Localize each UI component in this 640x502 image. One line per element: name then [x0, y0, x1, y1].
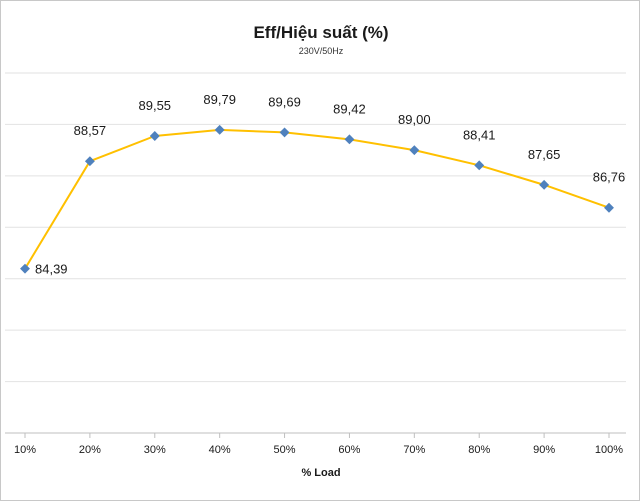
data-label: 84,39	[35, 262, 68, 277]
x-tick-label: 90%	[533, 444, 555, 456]
series-line	[24, 128, 610, 270]
data-point	[344, 134, 355, 145]
data-point	[214, 124, 225, 135]
x-tick-label: 30%	[144, 444, 166, 456]
data-point	[474, 160, 485, 171]
x-tick-label: 50%	[274, 444, 296, 456]
data-label: 88,57	[74, 123, 107, 138]
data-point	[409, 145, 420, 156]
data-label: 89,42	[333, 101, 366, 116]
x-tick-label: 60%	[338, 444, 360, 456]
data-point	[84, 156, 95, 167]
data-label: 88,41	[463, 127, 496, 142]
data-point	[149, 131, 160, 141]
chart-subtitle: 230V/50Hz	[298, 46, 344, 56]
x-tick-label: 100%	[595, 444, 623, 456]
data-label: 89,00	[398, 112, 431, 127]
data-label: 89,79	[203, 92, 236, 107]
chart-title: Eff/Hiệu suất (%)	[253, 23, 389, 42]
data-point	[279, 127, 290, 138]
data-label: 86,76	[593, 170, 626, 185]
data-label: 87,65	[528, 147, 561, 162]
x-tick-label: 70%	[403, 444, 425, 456]
x-tick-label: 80%	[468, 444, 490, 456]
x-tick-label: 20%	[79, 444, 101, 456]
data-label: 89,55	[139, 98, 172, 113]
x-tick-label: 40%	[209, 444, 231, 456]
data-label: 89,69	[268, 94, 301, 109]
x-tick-label: 10%	[14, 444, 36, 456]
data-point	[604, 202, 614, 213]
x-axis-label: % Load	[301, 467, 341, 479]
data-point	[539, 179, 550, 190]
data-point	[20, 263, 30, 274]
